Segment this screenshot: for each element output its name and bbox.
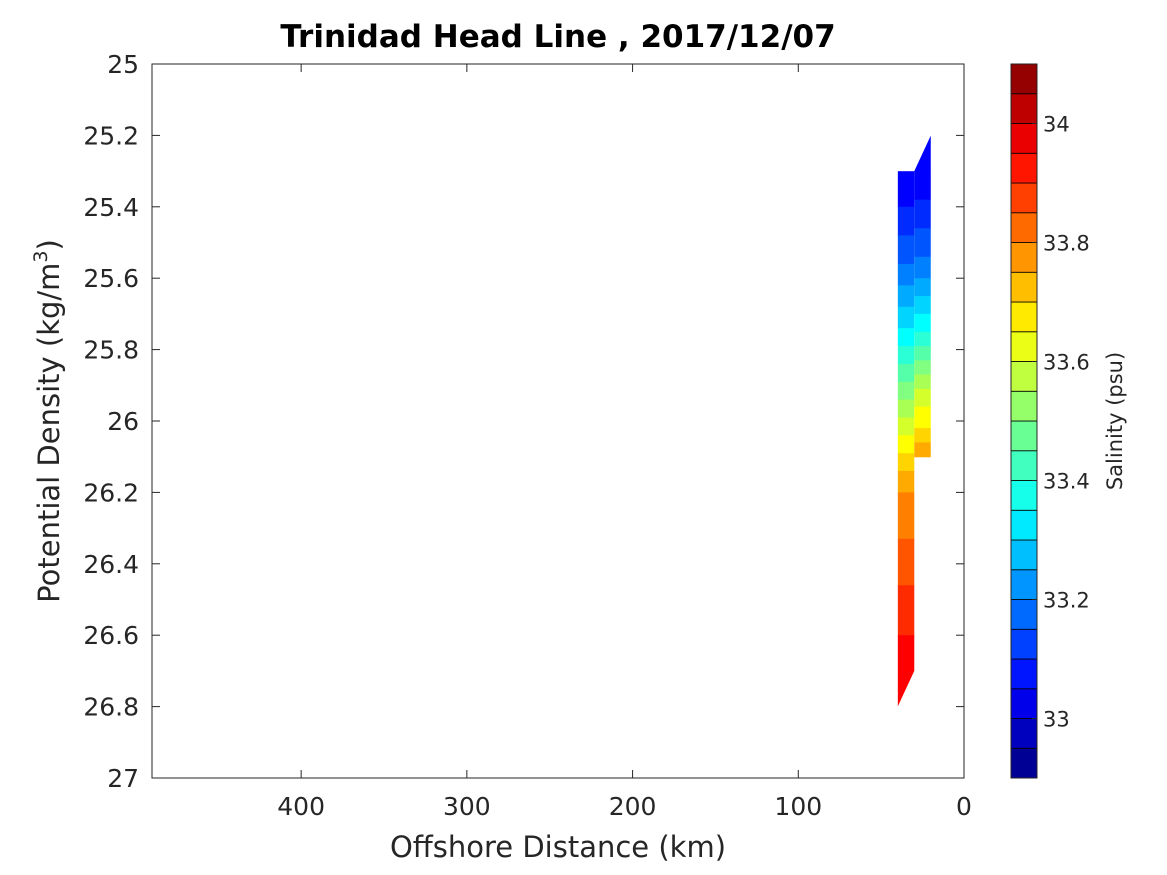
contour-fill	[897, 135, 931, 707]
colorbar-segment	[1010, 123, 1038, 154]
contour-band-right	[914, 331, 931, 347]
colorbar-frame	[1010, 63, 1038, 779]
y-tick-label: 26.6	[83, 621, 139, 650]
colorbar-tick-label: 33	[1043, 708, 1070, 732]
y-tick-label: 25.8	[83, 336, 139, 365]
contour-band-right	[914, 296, 931, 315]
contour-band-right	[914, 406, 931, 429]
colorbar-segment	[1010, 301, 1038, 333]
contour-band-left	[897, 328, 915, 347]
colorbar-segment	[1010, 212, 1038, 243]
colorbar-tick-label: 34	[1043, 113, 1070, 137]
colorbar-tick-label: 33.8	[1043, 232, 1090, 256]
contour-band-right	[914, 388, 931, 408]
colorbar-segment	[1010, 539, 1038, 571]
y-tick-label: 25.4	[83, 193, 139, 222]
contour-band-right	[914, 313, 931, 333]
y-tick-label: 27	[107, 764, 139, 793]
colorbar-segment	[1010, 509, 1038, 541]
y-tick-label: 26.4	[83, 550, 139, 579]
colorbar-segment	[1010, 450, 1038, 481]
contour-band-left	[897, 381, 915, 401]
contour-band-left	[897, 363, 915, 383]
contour-band-left	[897, 453, 915, 472]
contour-band-right	[914, 228, 931, 258]
colorbar-segment	[1010, 152, 1038, 184]
colorbar-segment	[1010, 688, 1038, 719]
contour-band-left	[897, 470, 915, 493]
contour-band-left	[897, 206, 915, 236]
contour-band-left	[897, 263, 915, 286]
x-tick-label: 300	[443, 792, 491, 821]
x-tick-label: 400	[277, 792, 325, 821]
contour-band-left	[897, 171, 915, 208]
colorbar-segment	[1010, 658, 1038, 690]
plot-area: 400 300 200 100 0 25 25.2 25.4 25.6 25.8 26 26.2 26.…	[83, 50, 972, 821]
y-tick-label: 25.2	[83, 121, 139, 150]
colorbar-tick-label: 33.4	[1043, 470, 1090, 494]
x-axis-label: Offshore Distance (km)	[390, 830, 726, 864]
contour-band-right	[914, 442, 931, 458]
colorbar-segment	[1010, 361, 1038, 392]
contour-band-left	[897, 306, 915, 329]
colorbar-segment	[1010, 480, 1038, 511]
colorbar-tick-label: 33.6	[1043, 351, 1090, 375]
y-axis-label-close: )	[32, 239, 66, 250]
y-axis-label: Potential Density (kg/m3)	[30, 239, 66, 603]
right-column-bands	[914, 135, 931, 458]
colorbar-segment	[1010, 182, 1038, 214]
colorbar-segment	[1010, 242, 1038, 273]
axis-ticks: 400 300 200 100 0 25 25.2 25.4 25.6 25.8 26 26.2 26.…	[83, 50, 972, 821]
contour-band-right	[914, 256, 931, 279]
contour-band-right	[914, 346, 931, 361]
x-tick-label: 100	[774, 792, 822, 821]
contour-band-left	[897, 285, 915, 308]
y-tick-label: 26	[107, 407, 139, 436]
contour-band-left	[897, 585, 915, 636]
colorbar-segment	[1010, 390, 1038, 422]
contour-band-left	[897, 235, 915, 265]
contour-band-left	[897, 417, 915, 436]
colorbar-label: Salinity (psu)	[1103, 352, 1127, 490]
contour-band-left	[897, 435, 915, 454]
colorbar: 33 33.2 33.4 33.6 33.8 34	[1010, 63, 1090, 779]
y-tick-label: 25.6	[83, 264, 139, 293]
contour-band-right	[914, 374, 931, 390]
contour-band-right	[914, 428, 931, 444]
colorbar-segment	[1010, 569, 1038, 600]
contour-band-left	[897, 399, 915, 419]
y-tick-label: 26.2	[83, 478, 139, 507]
colorbar-segment	[1010, 271, 1038, 303]
contour-band-left	[897, 538, 915, 586]
colorbar-segment	[1010, 599, 1038, 630]
colorbar-segment	[1010, 420, 1038, 452]
contour-band-left	[897, 346, 915, 365]
left-column-bands	[897, 171, 915, 707]
x-tick-label: 200	[609, 792, 657, 821]
chart-title: Trinidad Head Line , 2017/12/07	[280, 19, 835, 55]
colorbar-tick-label: 33.2	[1043, 589, 1090, 613]
y-axis-label-superscript: 3	[30, 250, 52, 262]
y-tick-label: 26.8	[83, 693, 139, 722]
x-tick-label: 0	[956, 792, 972, 821]
contour-band-left	[897, 492, 915, 540]
contour-band-right	[914, 360, 931, 376]
colorbar-segment	[1010, 93, 1038, 124]
colorbar-segment	[1010, 718, 1038, 749]
contour-band-right	[914, 278, 931, 297]
y-tick-label: 25	[107, 50, 139, 79]
colorbar-segment	[1010, 331, 1038, 362]
colorbar-segment	[1010, 63, 1038, 95]
colorbar-segment	[1010, 747, 1038, 779]
contour-band-right	[914, 199, 931, 229]
colorbar-segment	[1010, 628, 1038, 660]
plot-background	[152, 64, 964, 778]
y-axis-label-main: Potential Density (kg/m	[32, 263, 66, 603]
